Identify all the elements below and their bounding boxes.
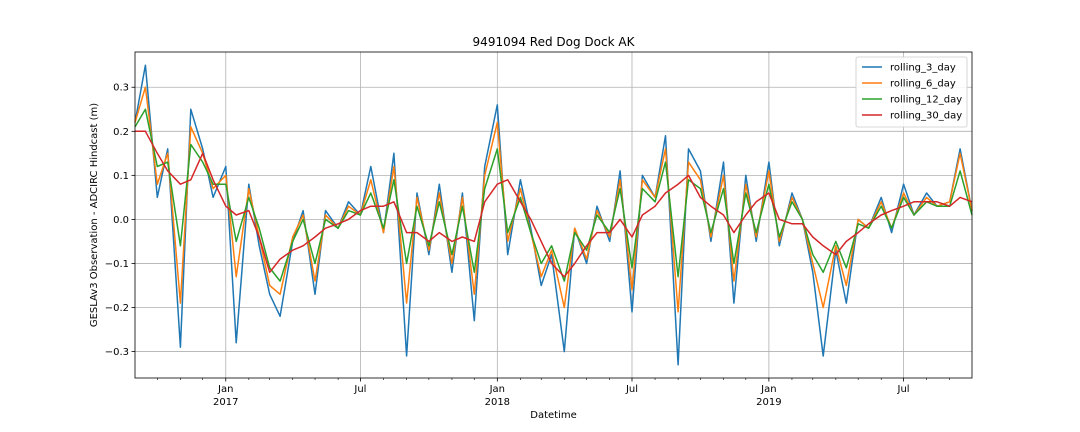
y-axis-label: GESLAv3 Observation - ADCIRC Hindcast (m… (89, 103, 100, 327)
x-tick-year-label: 2018 (485, 397, 510, 408)
y-tick-label: −0.2 (105, 303, 129, 314)
x-axis-ticks: Jan 2017 Jul Jan 2018 Jul Jan 2019 Jul (157, 378, 950, 408)
x-tick-label: Jul (353, 384, 366, 395)
x-tick-label: Jan (217, 384, 233, 395)
y-tick-label: 0.2 (113, 127, 129, 138)
legend-entry-label: rolling_3_day (890, 63, 956, 74)
legend-entry-label: rolling_12_day (890, 95, 962, 106)
legend: rolling_3_day rolling_6_day rolling_12_day… (855, 56, 968, 128)
y-tick-label: 0.0 (113, 215, 129, 226)
y-tick-label: −0.1 (105, 259, 129, 270)
series-line-rolling_30_day (135, 130, 973, 278)
x-tick-label: Jul (625, 384, 638, 395)
y-tick-label: 0.1 (113, 171, 129, 182)
x-tick-label: Jul (897, 384, 910, 395)
series-line-rolling_6_day (134, 86, 973, 313)
x-tick-label: Jan (760, 384, 776, 395)
x-tick-year-label: 2019 (756, 397, 781, 408)
series-lines (134, 64, 973, 366)
x-tick-year-label: 2017 (213, 397, 238, 408)
x-tick-label: Jan (489, 384, 505, 395)
y-axis-ticks: −0.3 −0.2 −0.1 0.0 0.1 0.2 0.3 (105, 83, 135, 358)
legend-entry-label: rolling_30_day (890, 111, 962, 122)
series-line-rolling_3_day (134, 64, 973, 366)
y-tick-label: 0.3 (113, 83, 129, 94)
legend-entry-label: rolling_6_day (890, 79, 956, 90)
legend-box (855, 56, 968, 128)
plot-area-frame (134, 51, 973, 379)
x-axis-label: Datetime (530, 410, 577, 421)
y-tick-label: −0.3 (105, 347, 129, 358)
chart-title: 9491094 Red Dog Dock AK (473, 35, 636, 49)
